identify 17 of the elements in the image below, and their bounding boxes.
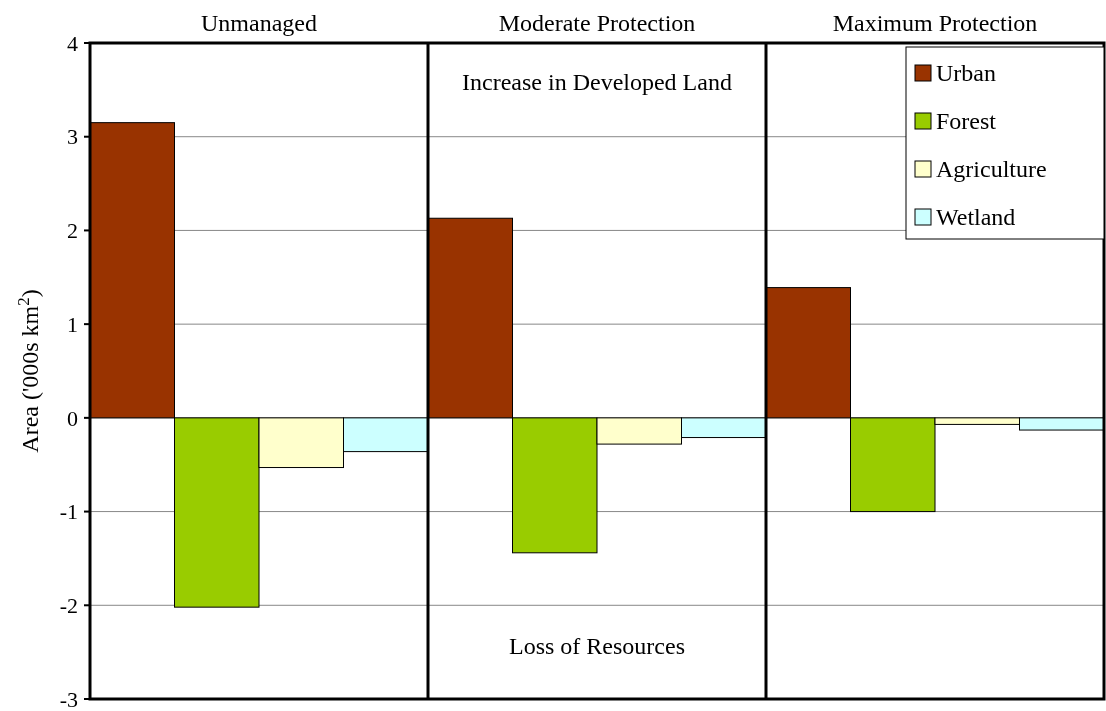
x-tick-label: Moderate Protection bbox=[498, 10, 696, 36]
legend-label: Forest bbox=[936, 108, 997, 135]
y-tick-label: -2 bbox=[59, 592, 78, 618]
y-tick-label: 3 bbox=[67, 124, 78, 150]
annotation: Loss of Resources bbox=[509, 633, 685, 659]
annotation: Increase in Developed Land bbox=[462, 69, 732, 95]
y-tick-label: 2 bbox=[67, 218, 78, 244]
x-tick-label: Maximum Protection bbox=[832, 10, 1038, 36]
y-tick-label: -1 bbox=[59, 499, 78, 525]
legend-label: Urban bbox=[936, 60, 996, 87]
y-tick-label: 0 bbox=[67, 405, 78, 431]
legend-label: Wetland bbox=[936, 204, 1016, 231]
y-tick-label: -3 bbox=[59, 686, 78, 711]
y-tick-label: 4 bbox=[67, 30, 78, 56]
x-tick-label: Unmanaged bbox=[201, 10, 317, 36]
y-tick-label: 1 bbox=[67, 311, 78, 337]
legend-label: Agriculture bbox=[936, 156, 1047, 183]
